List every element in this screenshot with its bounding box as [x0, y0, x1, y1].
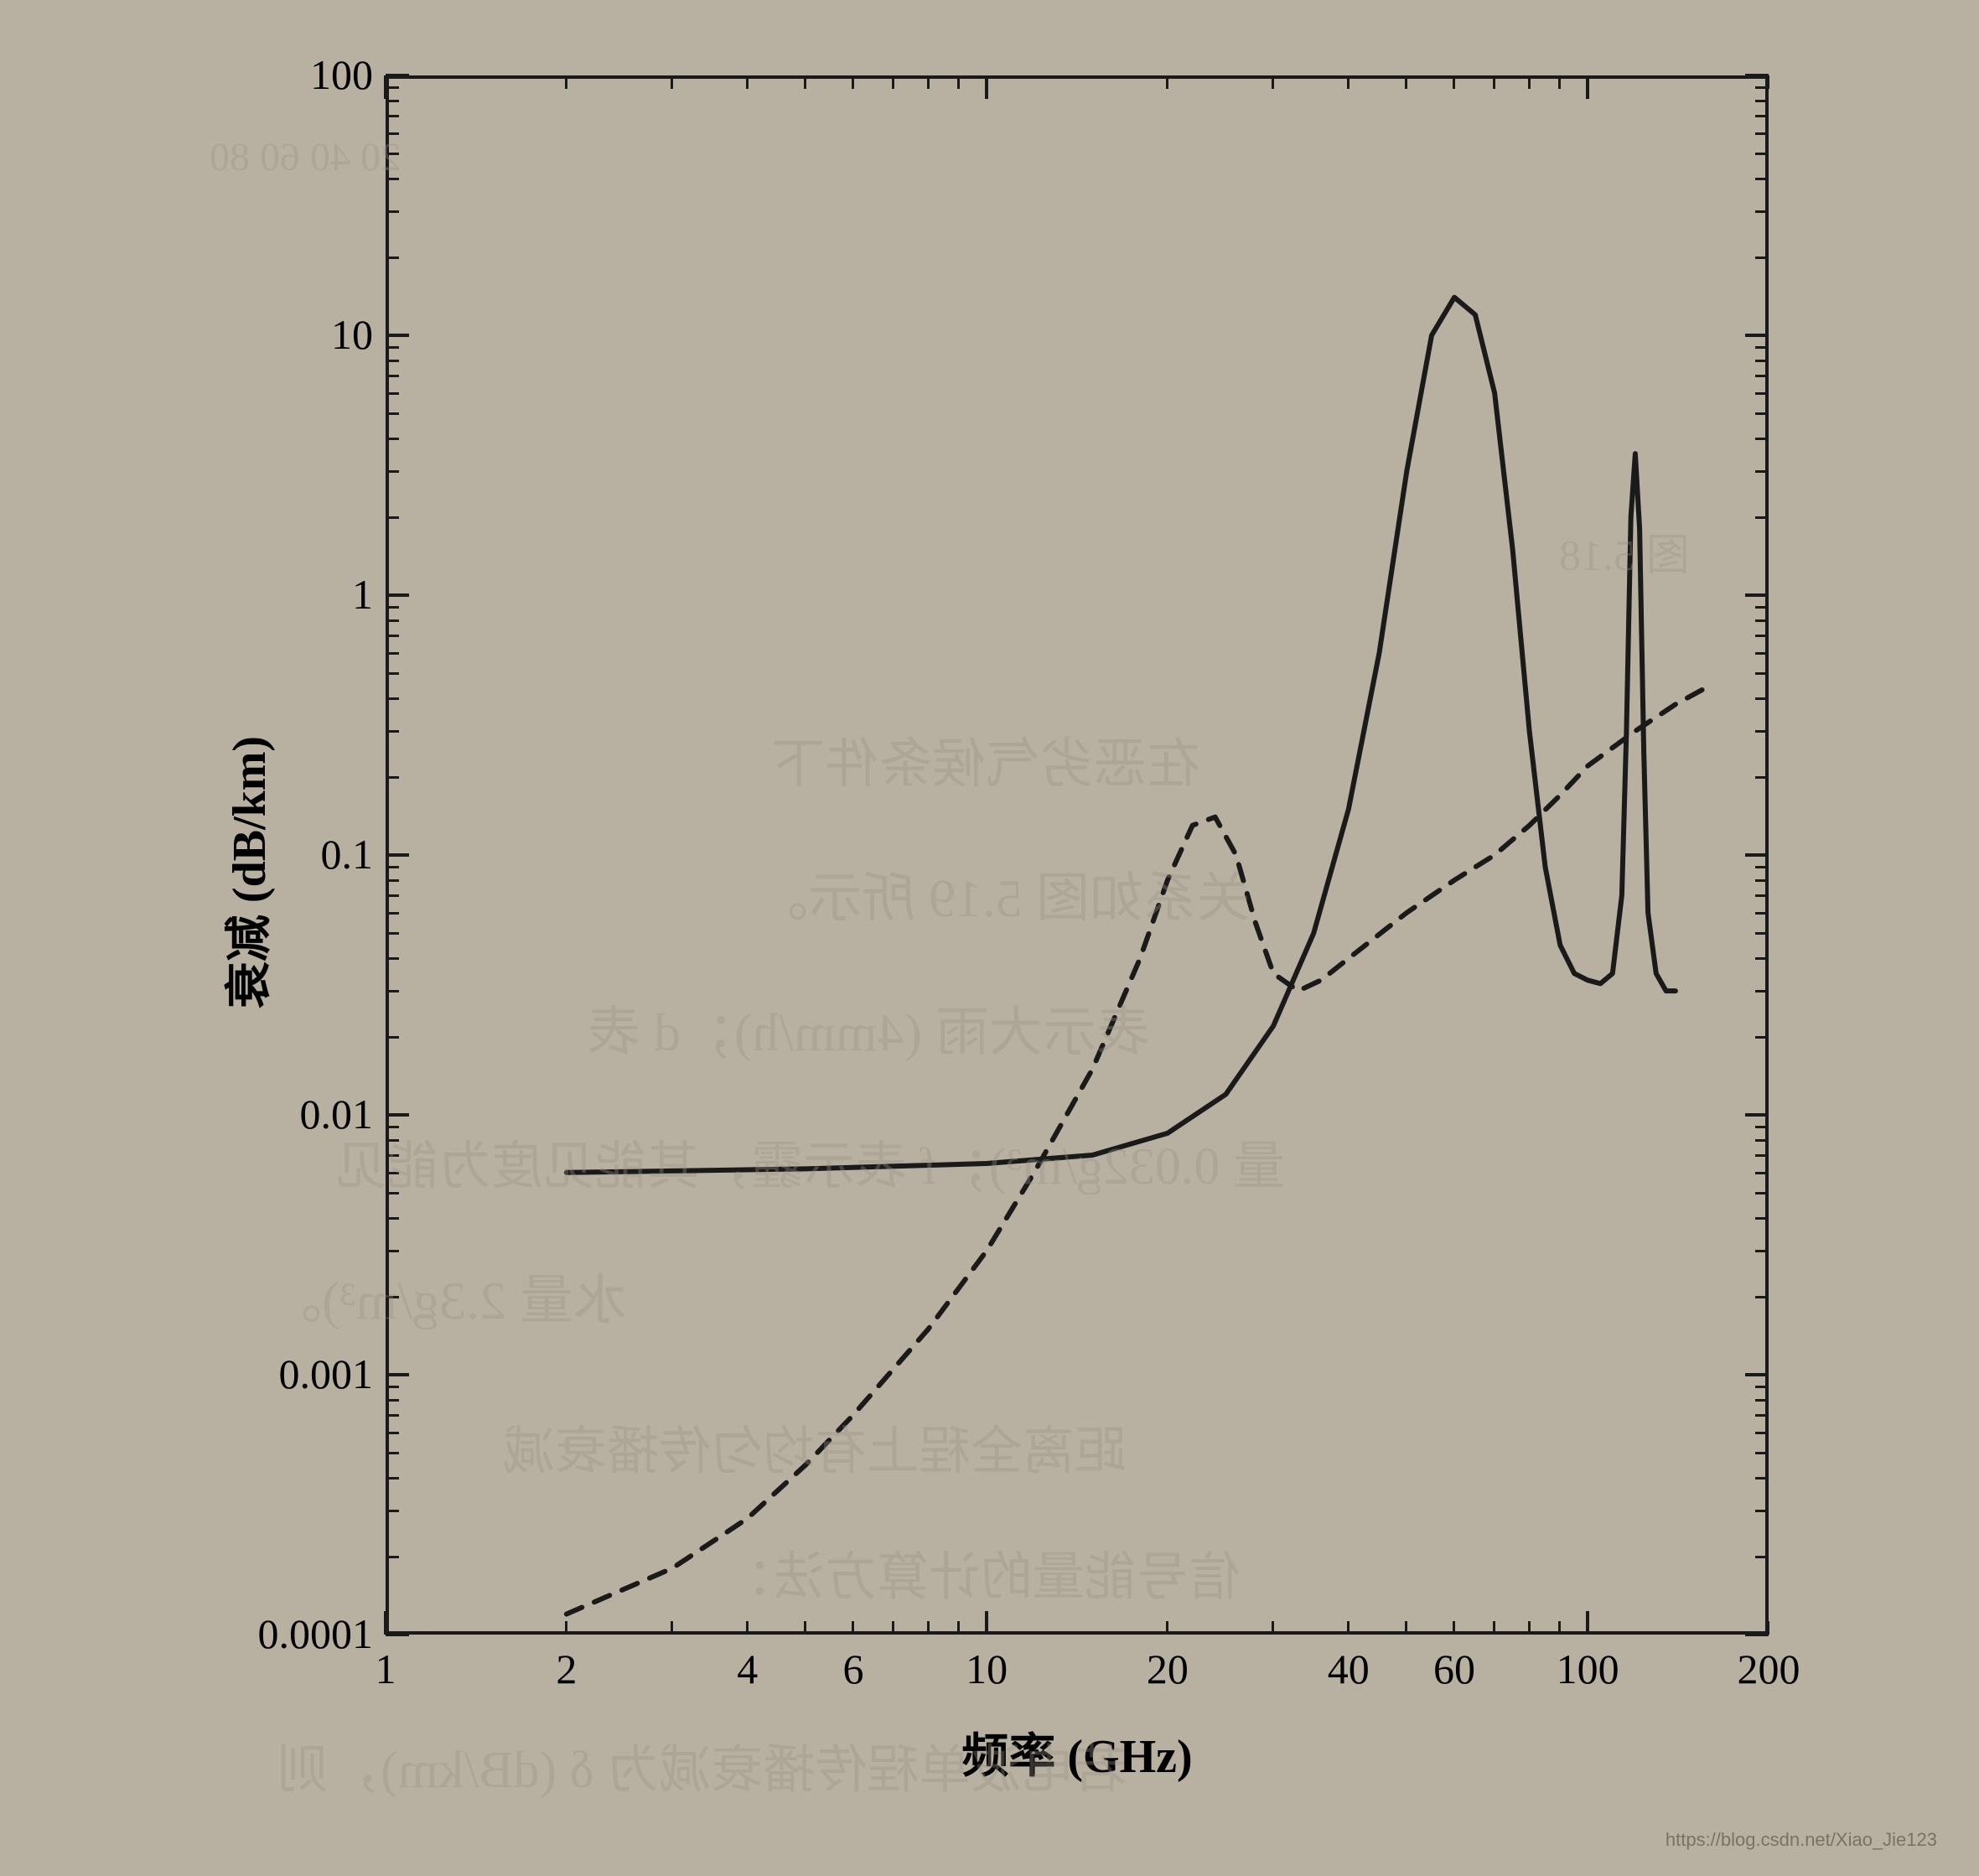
- bleed-text: 信号能量的计算方法：: [721, 1534, 1241, 1609]
- bleed-text: 表示大雨 (4mm/h)；d 表: [587, 989, 1150, 1066]
- y-tick-label: 1: [189, 570, 373, 619]
- bleed-text: 水量 2.3g/m³)。: [268, 1257, 627, 1334]
- y-tick-label: 0.1: [189, 830, 373, 878]
- x-tick-label: 2: [516, 1645, 617, 1693]
- bleed-text: 20 40 60 80: [210, 134, 401, 180]
- bleed-text: 图 5.18: [1559, 520, 1690, 583]
- x-tick-label: 100: [1537, 1645, 1638, 1693]
- y-tick-label: 10: [189, 310, 373, 359]
- x-tick-label: 20: [1117, 1645, 1218, 1693]
- watermark-text: https://blog.csdn.net/Xiao_Jie123: [1666, 1829, 1937, 1851]
- y-tick-label: 0.0001: [189, 1609, 373, 1658]
- bleed-text: 关系如图 5.19 所示。: [754, 855, 1251, 932]
- x-tick-label: 10: [936, 1645, 1037, 1693]
- x-tick-label: 6: [803, 1645, 904, 1693]
- bleed-text: 距离全程上有均匀传播衰减: [503, 1408, 1127, 1484]
- bleed-text: 在恶劣气候条件下: [771, 721, 1200, 798]
- bleed-text: 若电波单程传播衰减为 δ (dB/km)，则: [277, 1727, 1127, 1802]
- x-tick-label: 60: [1404, 1645, 1505, 1693]
- bleed-text: 量 0.032g/m³)；f 表示霾，其能见度为能见: [335, 1123, 1285, 1199]
- x-tick-label: 40: [1298, 1645, 1399, 1693]
- y-tick-label: 100: [189, 50, 373, 99]
- x-tick-label: 200: [1718, 1645, 1819, 1693]
- x-tick-label: 4: [697, 1645, 798, 1693]
- y-tick-label: 0.001: [189, 1350, 373, 1398]
